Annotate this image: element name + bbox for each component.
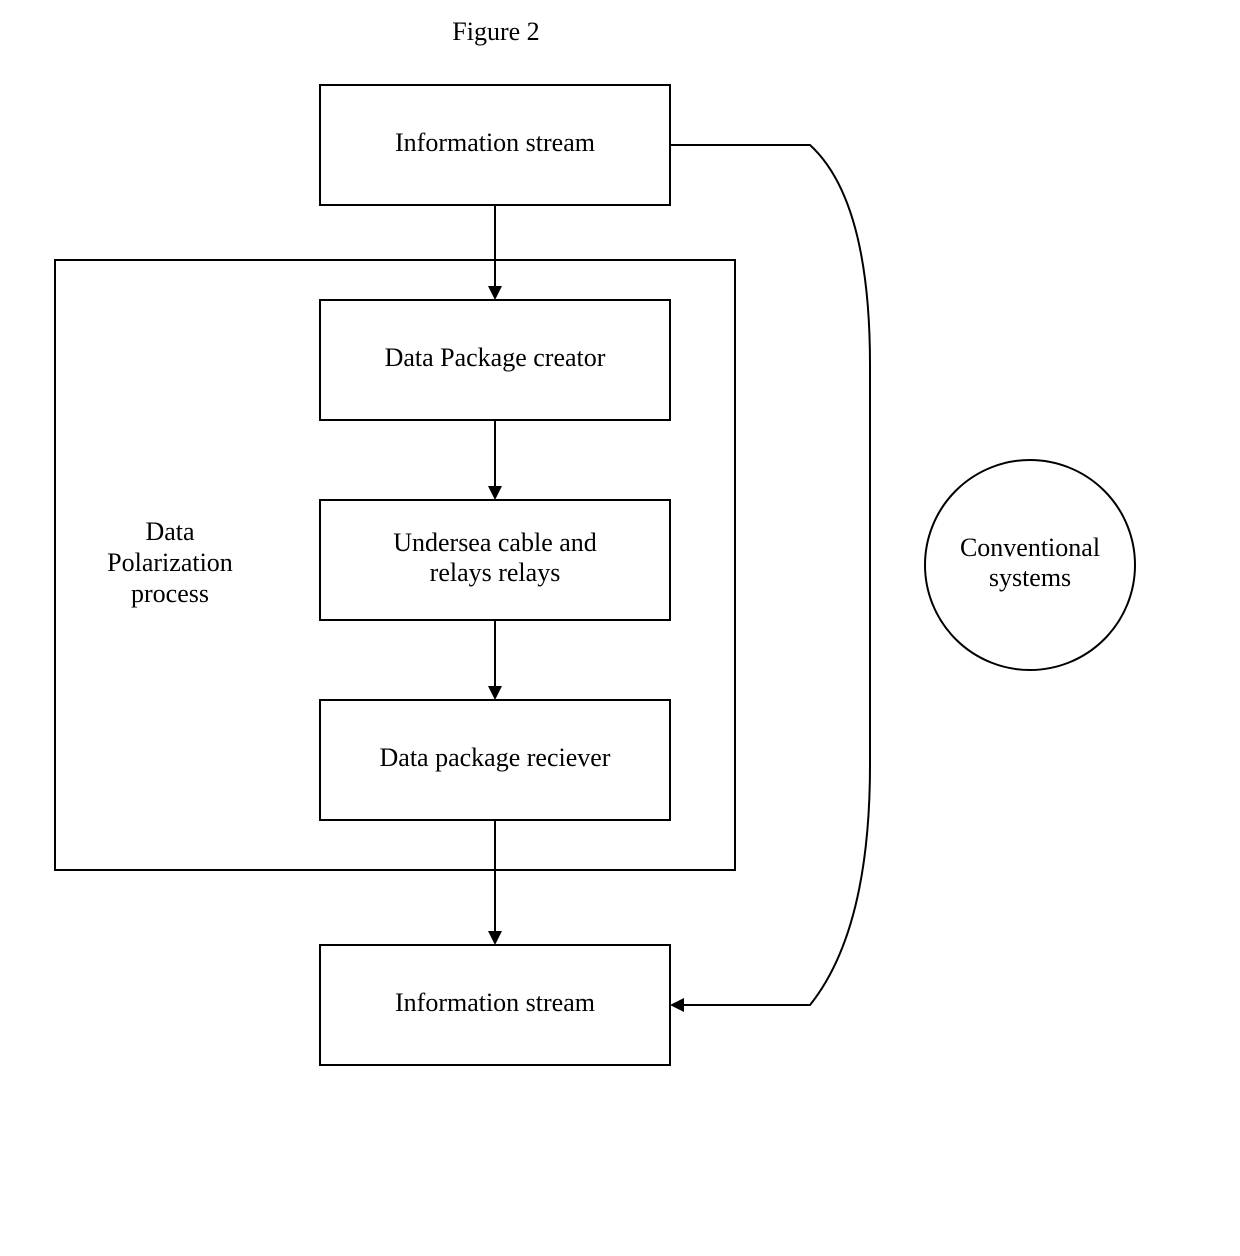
edge-bypass-curve bbox=[670, 145, 870, 1005]
node-info-bot-label: Information stream bbox=[395, 988, 595, 1017]
edge-info-top-creator-arrow-icon bbox=[488, 286, 502, 300]
polarization-label-line: Data bbox=[145, 517, 195, 546]
polarization-label-line: Polarization bbox=[107, 548, 233, 577]
edge-creator-undersea-arrow-icon bbox=[488, 486, 502, 500]
polarization-label: DataPolarizationprocess bbox=[107, 517, 233, 608]
edge-undersea-receiver-arrow-icon bbox=[488, 686, 502, 700]
edge-receiver-info-bot-arrow-icon bbox=[488, 931, 502, 945]
flowchart-diagram: Figure 2 DataPolarizationprocess Informati… bbox=[0, 0, 1240, 1256]
node-conv-label: Conventional bbox=[960, 533, 1100, 562]
polarization-label-line: process bbox=[131, 579, 209, 608]
node-undersea-label: relays relays bbox=[430, 558, 561, 587]
node-creator-label: Data Package creator bbox=[385, 343, 606, 372]
node-undersea-label: Undersea cable and bbox=[393, 528, 597, 557]
figure-title: Figure 2 bbox=[452, 17, 539, 46]
node-receiver-label: Data package reciever bbox=[380, 743, 611, 772]
node-conv-label: systems bbox=[989, 563, 1071, 592]
edge-bypass-arrow-icon bbox=[670, 998, 684, 1012]
node-info-top-label: Information stream bbox=[395, 128, 595, 157]
